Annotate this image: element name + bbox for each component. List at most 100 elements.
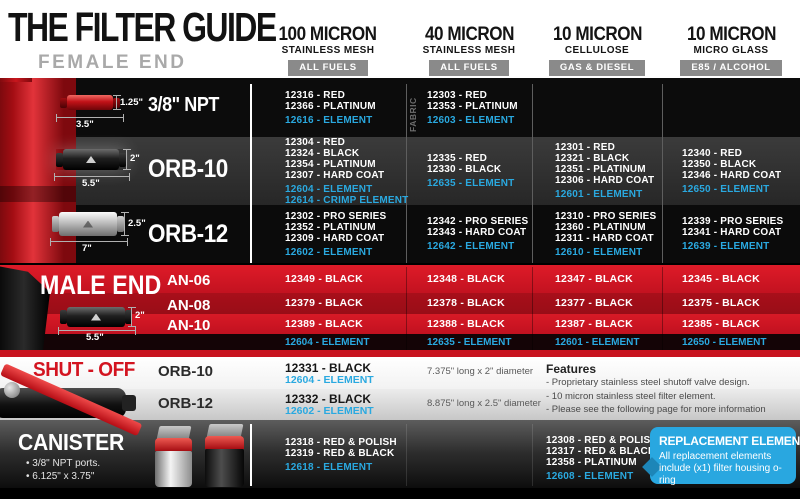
micron-rating: 40 MICRON xyxy=(424,24,514,45)
dim-line xyxy=(121,212,129,236)
shutoff-valve-pivot-image xyxy=(4,382,20,398)
list-item: 12308 - RED & POLISH xyxy=(546,434,658,446)
list-item: 12650 - ELEMENT xyxy=(682,183,770,195)
cell-orb10-10micron-glass: 12340 - RED 12350 - BLACK 12346 - HARD COA… xyxy=(682,137,798,205)
element-number: 12650 - ELEMENT xyxy=(682,337,767,348)
elements-list: 12616 - ELEMENT xyxy=(285,115,403,126)
row-label-shutoff-orb10: ORB-10 xyxy=(158,363,214,380)
part-number: 12378 - BLACK xyxy=(427,297,505,309)
label-column-divider xyxy=(250,84,252,263)
filter-body xyxy=(67,95,113,110)
elements-list: 12610 - ELEMENT xyxy=(555,247,659,258)
list-item: 12618 - ELEMENT xyxy=(285,461,373,473)
dim-width: 5.5" xyxy=(86,332,104,343)
list-item: 12335 - RED xyxy=(427,153,488,164)
column-divider-canister xyxy=(406,424,407,486)
dim-height: 2" xyxy=(135,310,145,321)
part-number: 12332 - BLACK xyxy=(285,392,372,406)
cell-canister-100micron: 12318 - RED & POLISH 12319 - RED & BLACK … xyxy=(285,432,415,477)
column-divider xyxy=(406,84,407,263)
media-type: STAINLESS MESH xyxy=(422,45,516,56)
page-title: THE FILTER GUIDE xyxy=(8,4,277,50)
fuel-badge: ALL FUELS xyxy=(288,60,368,76)
list-item: 12304 - RED xyxy=(285,136,346,148)
dim-width: 7" xyxy=(82,243,92,254)
dim-height: 2" xyxy=(130,153,140,164)
canister-red-cap xyxy=(205,436,244,449)
cell-orb10-100micron: 12304 - RED 12324 - BLACK 12354 - PLATINUM… xyxy=(285,136,409,206)
canister-black-body xyxy=(205,449,244,487)
list-item: 12319 - RED & BLACK xyxy=(285,447,395,459)
cell-orb12-10micron-cellulose: 12310 - PRO SERIES 12360 - PLATINUM 12311 … xyxy=(555,205,659,263)
list-item: • 6.125" x 3.75" xyxy=(26,471,95,482)
micron-rating: 100 MICRON xyxy=(278,24,378,45)
cell-orb12-10micron-glass: 12339 - PRO SERIES 12341 - HARD COAT 1263… xyxy=(682,205,798,263)
parts-list: 12340 - RED 12350 - BLACK 12346 - HARD COA… xyxy=(682,148,798,181)
list-item: 12614 - CRIMP ELEMENT xyxy=(285,194,409,206)
column-headers: 100 MICRON STAINLESS MESH ALL FUELS 40 M… xyxy=(250,0,800,78)
cell-orb10-10micron-cellulose: 12301 - RED 12321 - BLACK 12351 - PLATINUM… xyxy=(555,137,659,205)
filter-end-cap xyxy=(56,152,63,167)
list-item: 12302 - PRO SERIES xyxy=(285,210,387,222)
list-item: 12306 - HARD COAT xyxy=(555,175,655,186)
filter-end-cap xyxy=(52,216,59,232)
size-note: 7.375" long x 2" diameter xyxy=(427,366,534,377)
list-item: 12642 - ELEMENT xyxy=(427,241,515,252)
list-item: 12610 - ELEMENT xyxy=(555,246,643,258)
dim-line xyxy=(50,238,128,246)
column-header-10-micron-cellulose: 10 MICRON CELLULOSE GAS & DIESEL xyxy=(532,0,662,78)
list-item: 12604 - ELEMENT xyxy=(285,183,373,195)
filter-end-cap xyxy=(125,310,132,324)
list-item: 12350 - BLACK xyxy=(682,158,757,170)
micron-rating: 10 MICRON xyxy=(686,24,776,45)
aeromotive-logo-mark xyxy=(83,220,93,228)
dim-line xyxy=(113,95,121,110)
dim-line xyxy=(123,149,131,170)
row-label-orb10: ORB-10 xyxy=(148,155,228,183)
fuel-badge: E85 / ALCOHOL xyxy=(680,60,782,76)
part-number: 12388 - BLACK xyxy=(427,318,505,330)
row-label-an08: AN-08 xyxy=(167,297,211,314)
list-item: 12601 - ELEMENT xyxy=(555,189,643,200)
row-band-male-elements xyxy=(0,334,800,350)
row-label-an10: AN-10 xyxy=(167,317,211,334)
dim-width: 3.5" xyxy=(76,119,94,130)
media-type: STAINLESS MESH xyxy=(281,45,375,56)
elements-list: 12635 - ELEMENT xyxy=(427,178,529,189)
filter-end-cap xyxy=(60,310,67,324)
elements-list: 12639 - ELEMENT xyxy=(682,241,798,252)
features-list: - Proprietary stainless steel shutoff va… xyxy=(546,376,786,417)
list-item: 12351 - PLATINUM xyxy=(555,164,646,175)
filter-body xyxy=(63,149,119,170)
list-item: 12324 - BLACK xyxy=(285,147,360,159)
parts-list: 12308 - RED & POLISH 12317 - RED & BLACK 1… xyxy=(546,435,666,468)
orb12-filter-image xyxy=(52,212,124,236)
filter-body xyxy=(67,307,125,327)
list-item: 12340 - RED xyxy=(682,147,743,159)
row-band-an08 xyxy=(0,293,800,314)
cell-orb10-40micron: 12335 - RED 12330 - BLACK 12635 - ELEMENT xyxy=(427,137,529,205)
media-type: MICRO GLASS xyxy=(693,45,769,56)
row-band-orb10 xyxy=(0,137,800,205)
element-number: 12604 - ELEMENT xyxy=(285,374,374,386)
part-number: 12385 - BLACK xyxy=(682,318,760,330)
column-header-100-micron: 100 MICRON STAINLESS MESH ALL FUELS xyxy=(250,0,406,78)
footer-strip xyxy=(0,488,800,499)
list-item: 12310 - PRO SERIES xyxy=(555,210,657,222)
list-item: 12343 - HARD COAT xyxy=(427,227,527,238)
list-item: 12353 - PLATINUM xyxy=(427,100,518,112)
label-column-divider-canister xyxy=(250,424,252,486)
column-divider-male xyxy=(662,267,663,350)
parts-list: 12318 - RED & POLISH 12319 - RED & BLACK xyxy=(285,437,415,459)
elements-list: 12642 - ELEMENT xyxy=(427,241,529,252)
aeromotive-logo-mark xyxy=(86,156,96,163)
row-label-npt: 3/8" NPT xyxy=(148,94,219,116)
cell-orb12-40micron: 12342 - PRO SERIES 12343 - HARD COAT 1264… xyxy=(427,205,529,263)
filter-end-cap xyxy=(117,216,124,232)
element-number: 12601 - ELEMENT xyxy=(555,337,640,348)
elements-list: 12603 - ELEMENT xyxy=(427,115,529,126)
list-item: 12360 - PLATINUM xyxy=(555,221,646,233)
pump-band xyxy=(0,186,76,202)
list-item: 12318 - RED & POLISH xyxy=(285,436,397,448)
